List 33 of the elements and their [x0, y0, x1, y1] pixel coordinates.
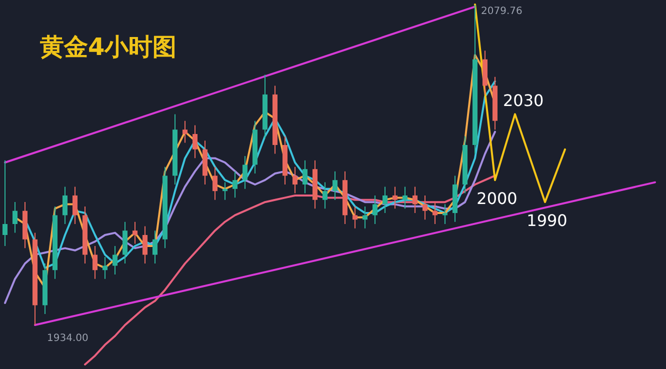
candlestick	[182, 120, 188, 144]
candlestick	[332, 170, 338, 200]
annotation: 2079.76	[481, 6, 522, 17]
candlestick	[132, 221, 138, 244]
candlestick	[422, 194, 428, 220]
candlestick	[12, 202, 18, 234]
title: 黄金4小时图	[40, 33, 177, 61]
candlestick	[322, 182, 328, 210]
annotation: 1934.00	[47, 333, 88, 344]
candlestick	[62, 186, 68, 225]
candlestick	[2, 160, 8, 246]
candlestick	[442, 204, 448, 225]
candlestick	[112, 245, 118, 276]
candlestick	[402, 186, 408, 210]
candlestick	[192, 124, 198, 159]
candlestick	[142, 226, 148, 264]
candlestick	[412, 186, 418, 214]
candlestick	[302, 160, 308, 194]
candlestick	[212, 166, 218, 200]
candlestick	[102, 256, 108, 280]
candlestick	[372, 194, 378, 225]
candlestick	[352, 206, 358, 229]
candlestick	[72, 186, 78, 225]
candlestick	[432, 202, 438, 225]
candlestick	[292, 166, 298, 194]
candlestick	[382, 186, 388, 214]
candlestick	[92, 245, 98, 280]
candlestick	[222, 182, 228, 200]
candlestick	[362, 206, 368, 229]
candlestick	[392, 186, 398, 210]
candlestick	[152, 230, 158, 264]
candlestick	[242, 155, 248, 190]
candlestick	[232, 170, 238, 198]
